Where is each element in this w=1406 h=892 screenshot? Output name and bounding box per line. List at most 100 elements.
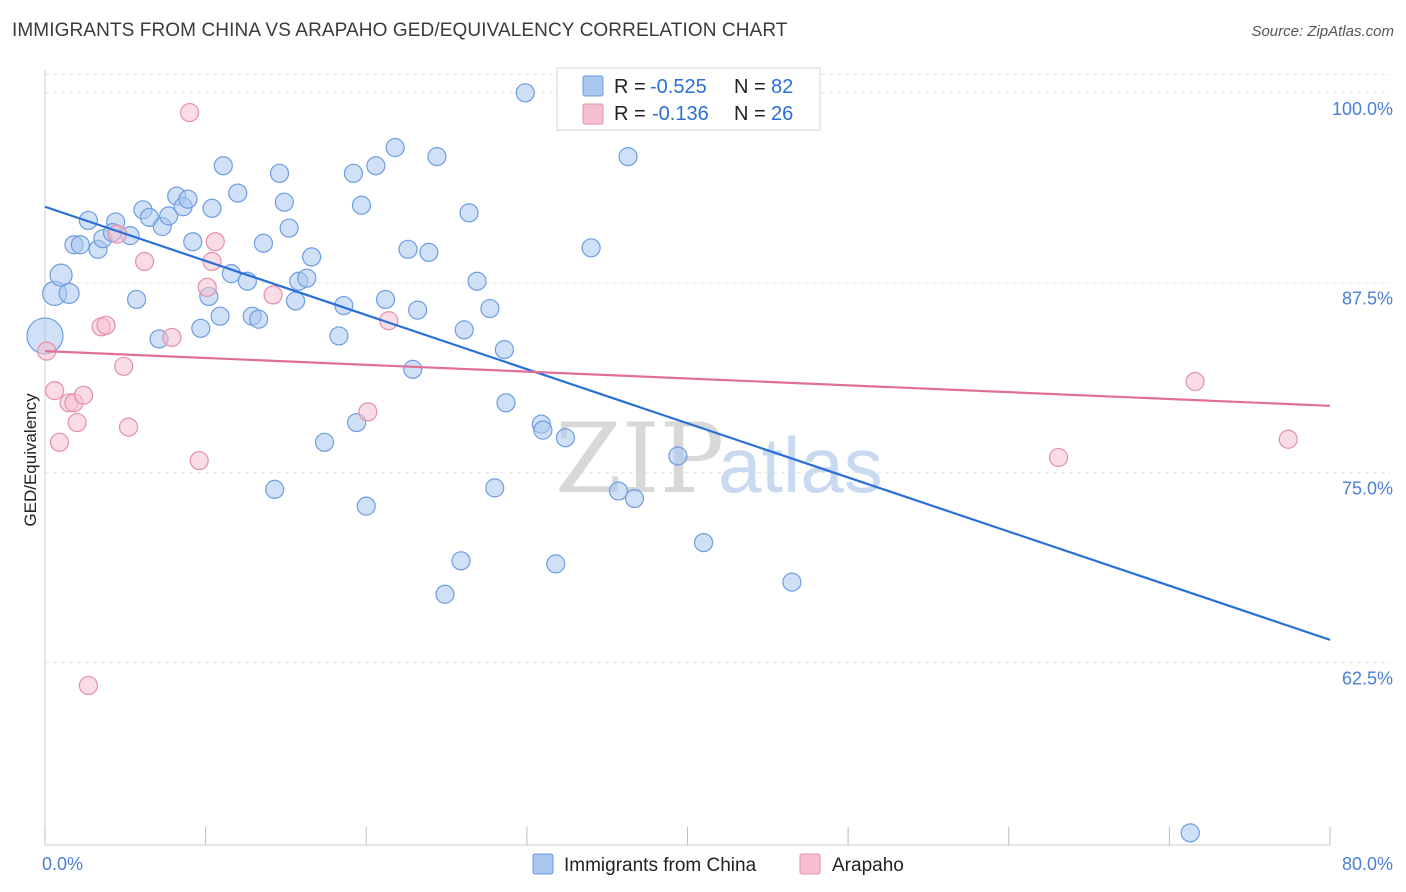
grid-lines — [45, 74, 1390, 664]
china-point — [782, 572, 802, 592]
arapaho-point — [263, 285, 283, 305]
china-point — [191, 318, 211, 338]
series-china-points — [26, 83, 1200, 843]
china-point — [1180, 823, 1200, 843]
y-tick-label: 62.5% — [1342, 669, 1393, 689]
bottom-legend-swatch-china — [532, 853, 554, 875]
china-point — [408, 300, 428, 320]
china-point — [693, 532, 714, 553]
china-point — [159, 206, 179, 226]
china-point — [351, 195, 372, 215]
arapaho-point — [1048, 447, 1069, 468]
legend-swatch-china — [582, 75, 604, 97]
series-arapaho-points — [37, 102, 1298, 696]
china-point — [366, 156, 386, 176]
china-point — [459, 203, 479, 223]
arapaho-point — [49, 432, 70, 452]
arapaho-point — [118, 417, 139, 437]
china-point — [419, 242, 439, 262]
series-legend: Immigrants from China Arapaho — [532, 853, 904, 876]
china-point — [451, 551, 471, 571]
china-point — [581, 238, 601, 258]
china-point — [496, 393, 516, 413]
china-point — [302, 247, 322, 267]
legend-r-value-china: -0.525 — [650, 76, 707, 98]
y-tick-label: 100.0% — [1332, 99, 1393, 119]
china-point — [297, 268, 317, 288]
china-point — [454, 320, 474, 340]
trend-line-arapaho — [44, 350, 1331, 407]
arapaho-point — [205, 232, 225, 252]
arapaho-point — [179, 102, 200, 123]
china-point — [249, 309, 269, 329]
china-point — [427, 147, 447, 167]
source-credit: Source: ZipAtlas.com — [1251, 23, 1394, 40]
china-point — [329, 326, 349, 346]
x-axis-ticks — [44, 827, 1331, 845]
trend-line-china — [44, 205, 1331, 641]
china-point — [375, 289, 396, 310]
arapaho-point — [162, 327, 182, 348]
bottom-legend-label-china: Immigrants from China — [564, 855, 757, 876]
china-point — [533, 420, 553, 440]
china-point — [398, 239, 418, 259]
china-point — [213, 156, 233, 176]
arapaho-point — [197, 277, 217, 297]
china-point — [494, 340, 514, 360]
china-point — [178, 189, 198, 209]
china-point — [608, 481, 629, 501]
china-point — [265, 479, 285, 500]
china-point — [279, 218, 299, 238]
chart-title: IMMIGRANTS FROM CHINA VS ARAPAHO GED/EQU… — [12, 20, 788, 41]
arapaho-point — [189, 450, 209, 471]
china-point — [480, 298, 500, 319]
arapaho-point — [67, 412, 87, 433]
legend-swatch-arapaho — [582, 103, 604, 125]
arapaho-point — [45, 381, 65, 401]
china-point — [210, 306, 230, 326]
x-tick-label-min: 0.0% — [42, 854, 83, 874]
arapaho-point — [1185, 371, 1205, 392]
legend-n-value-arapaho: 26 — [771, 103, 793, 125]
china-point — [356, 496, 376, 516]
china-point — [668, 446, 688, 466]
arapaho-point — [134, 251, 155, 272]
china-point — [314, 432, 335, 452]
stats-legend: R = -0.525 N = 82 R = -0.136 N = 26 — [556, 67, 821, 131]
arapaho-point — [78, 675, 98, 696]
china-point — [555, 428, 576, 448]
china-point — [403, 359, 423, 379]
china-point — [485, 478, 505, 498]
china-point — [253, 233, 274, 253]
arapaho-point — [358, 402, 378, 422]
china-point — [618, 147, 638, 167]
china-point — [58, 282, 80, 304]
watermark-atlas: atlas — [718, 421, 883, 509]
legend-r-label-china: R = — [614, 76, 646, 98]
china-point — [285, 291, 306, 311]
china-point — [269, 163, 290, 183]
china-point — [467, 271, 487, 291]
china-point — [228, 183, 248, 203]
trend-lines — [44, 205, 1331, 641]
legend-r-label-arapaho: R = — [614, 103, 646, 125]
y-axis-tick-labels: 62.5% 75.0% 87.5% 100.0% — [1332, 99, 1393, 689]
china-point — [546, 554, 566, 574]
china-point — [126, 289, 147, 310]
china-point — [624, 488, 645, 509]
legend-r-value-arapaho: -0.136 — [652, 103, 709, 125]
legend-n-label-arapaho: N = — [734, 103, 766, 125]
china-point — [435, 584, 455, 604]
bottom-legend-swatch-arapaho — [799, 853, 821, 875]
china-point — [274, 192, 294, 212]
legend-n-value-china: 82 — [771, 76, 793, 98]
arapaho-point — [114, 356, 134, 376]
arapaho-point — [96, 315, 116, 335]
china-point — [183, 232, 203, 252]
arapaho-point — [202, 251, 222, 272]
arapaho-point — [1278, 429, 1298, 449]
china-point — [385, 137, 405, 158]
china-point — [343, 163, 363, 183]
legend-n-label-china: N = — [734, 76, 766, 98]
